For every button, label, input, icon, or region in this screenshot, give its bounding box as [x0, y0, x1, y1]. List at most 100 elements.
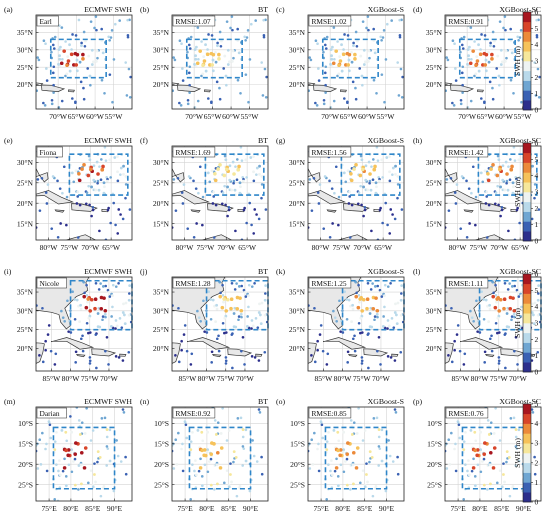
data-point — [241, 464, 244, 467]
data-point — [227, 429, 231, 432]
data-point — [512, 308, 517, 313]
data-point — [172, 89, 175, 92]
data-point — [58, 459, 61, 462]
data-point — [393, 359, 397, 362]
data-point — [181, 202, 185, 205]
data-point — [488, 337, 492, 341]
data-point — [223, 316, 227, 320]
data-point — [512, 185, 515, 189]
x-tick-label: 60°W — [495, 112, 514, 121]
data-point — [44, 191, 48, 194]
colorbar-tick-label: 2 — [535, 458, 539, 467]
data-point — [175, 463, 179, 466]
data-point — [346, 63, 351, 67]
data-point — [211, 58, 215, 62]
coastline — [500, 348, 526, 357]
x-tick-label: 90°E — [379, 504, 395, 513]
data-point — [255, 166, 259, 170]
data-point — [105, 179, 109, 183]
y-tick-label: 15°N — [17, 219, 34, 228]
data-point — [216, 421, 220, 425]
data-point — [91, 208, 95, 212]
data-point — [265, 75, 268, 79]
data-point — [396, 455, 399, 459]
data-point — [216, 482, 219, 486]
x-tick-label: 70°W — [490, 243, 509, 252]
data-point — [396, 301, 400, 305]
data-point — [327, 431, 330, 434]
data-point — [389, 282, 392, 285]
x-tick-label: 80°W — [198, 374, 217, 383]
colorbar-tick-label: 4 — [535, 171, 539, 180]
colorbar-segment — [523, 143, 531, 154]
data-point — [363, 60, 367, 64]
data-point — [50, 102, 54, 106]
data-point — [229, 26, 232, 30]
data-point — [57, 469, 60, 473]
data-point — [477, 69, 481, 73]
data-point — [382, 29, 386, 32]
data-point — [91, 60, 95, 64]
data-point — [380, 428, 384, 432]
data-point — [73, 298, 77, 301]
gridlines — [308, 146, 404, 240]
data-point — [396, 196, 399, 200]
data-point — [338, 59, 343, 63]
data-point — [189, 448, 193, 452]
coastline — [477, 89, 484, 93]
data-point — [473, 430, 477, 434]
data-point — [221, 407, 224, 410]
data-point — [487, 433, 491, 436]
x-tick-label: 65°W — [102, 243, 121, 252]
data-point — [197, 191, 200, 195]
data-point — [223, 54, 227, 58]
data-point — [507, 456, 511, 459]
x-tick-label: 65°W — [511, 243, 530, 252]
data-point — [497, 74, 501, 78]
data-point — [325, 35, 329, 39]
coastline — [313, 84, 338, 92]
data-point — [118, 19, 121, 22]
x-tick-label: 70°W — [321, 112, 340, 121]
data-point — [384, 58, 388, 61]
data-point — [467, 45, 471, 49]
map-frame — [444, 14, 542, 110]
x-tick-label: 70°W — [100, 374, 119, 383]
data-point — [538, 320, 541, 324]
rmse-label: RMSE:1.56 — [312, 148, 347, 157]
data-point — [260, 174, 264, 178]
data-point — [86, 173, 91, 178]
data-point — [501, 178, 505, 182]
y-tick-label: 20°N — [17, 199, 34, 208]
data-point — [64, 475, 68, 478]
panel-method: XGBoost-SC — [499, 267, 541, 276]
colorbar-segment — [523, 162, 531, 173]
data-point — [352, 482, 355, 486]
data-point — [504, 49, 508, 53]
data-point — [225, 20, 229, 23]
data-point — [347, 202, 351, 205]
data-point — [230, 15, 234, 18]
data-point — [354, 163, 358, 167]
data-point — [202, 55, 206, 59]
map-panel-f: 80°W 75°W 70°W 65°W30°N25°N20°N15°N(f) BTRMS… — [140, 136, 269, 252]
data-point — [375, 185, 378, 189]
data-point — [202, 299, 205, 303]
data-point — [71, 290, 74, 294]
map-frame — [171, 276, 269, 372]
data-point — [467, 54, 470, 58]
data-point — [204, 69, 208, 73]
data-point — [209, 317, 213, 321]
x-tick-label: 65°W — [477, 112, 496, 121]
y-tick-label: 15°N — [426, 219, 443, 228]
data-point — [187, 71, 191, 75]
y-tick-label: 20°N — [17, 344, 34, 353]
data-point — [489, 167, 493, 171]
data-point — [374, 181, 378, 185]
data-point — [193, 62, 196, 66]
panel-method: XGBoost-S — [368, 267, 404, 276]
map-panel-e: 80°W 75°W 70°W 65°W30°N25°N20°N15°N(e) ECMWF… — [4, 136, 133, 252]
data-point — [347, 58, 351, 62]
data-point — [244, 428, 248, 432]
data-point — [128, 96, 132, 99]
